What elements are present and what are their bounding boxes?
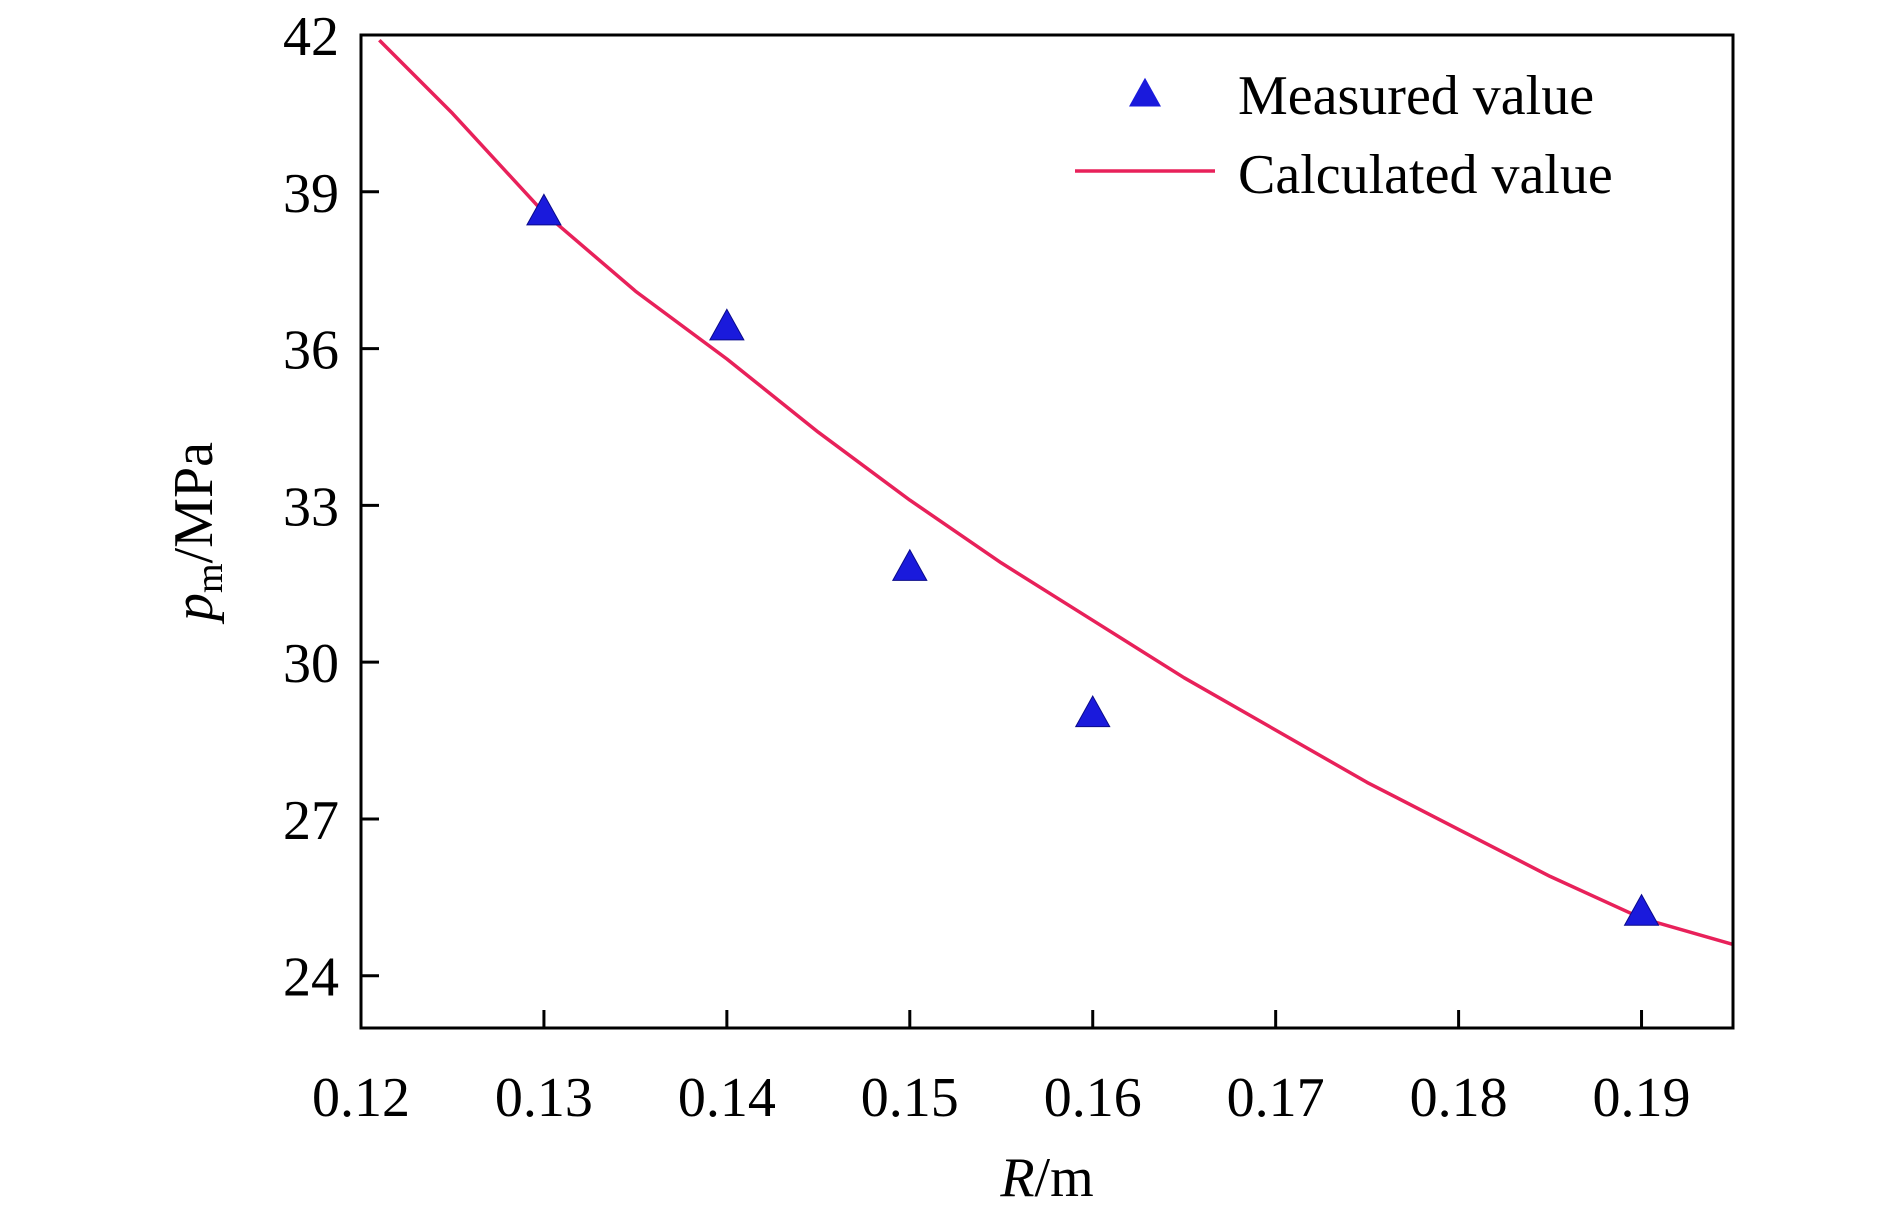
y-tick-label: 42 [283,6,339,68]
measured-point [709,308,745,341]
x-tick-label: 0.17 [1227,1067,1325,1129]
y-axis-unit: /MPa [163,442,225,563]
series-layer [378,38,1733,947]
x-tick-label: 0.12 [312,1067,410,1129]
measured-point [1623,893,1660,926]
measured-point [891,548,928,581]
y-axis-title: pm/MPa [163,442,231,625]
measured-point [526,193,562,226]
measured-point [1074,695,1111,728]
x-tick-label: 0.18 [1410,1067,1508,1129]
legend: Measured value Calculated value [1075,65,1613,206]
x-axis: 0.12 0.13 0.14 0.15 0.16 0.17 0.18 0.19 [312,1010,1691,1129]
x-tick-label: 0.19 [1593,1067,1691,1129]
x-tick-label: 0.16 [1044,1067,1142,1129]
y-tick-label: 36 [283,320,339,382]
x-axis-var: R [999,1147,1034,1209]
x-axis-unit: /m [1035,1147,1094,1209]
calculated-value-line [378,38,1733,947]
y-tick-label: 33 [283,476,339,538]
x-tick-label: 0.14 [678,1067,776,1129]
y-axis-subscript: m [189,563,231,593]
y-tick-label: 39 [283,163,339,225]
x-axis-title: R/m [999,1147,1093,1209]
y-axis-var: p [163,593,225,625]
x-tick-label: 0.13 [495,1067,593,1129]
plot-frame [359,33,1735,1030]
y-axis: 24 27 30 33 36 39 42 [283,6,379,1009]
legend-marker-measured [1129,77,1161,107]
legend-label-measured: Measured value [1238,65,1594,127]
y-tick-label: 24 [283,947,339,1009]
y-tick-label: 27 [283,790,339,852]
x-tick-label: 0.15 [861,1067,959,1129]
y-tick-label: 30 [283,633,339,695]
legend-label-calculated: Calculated value [1238,144,1613,206]
